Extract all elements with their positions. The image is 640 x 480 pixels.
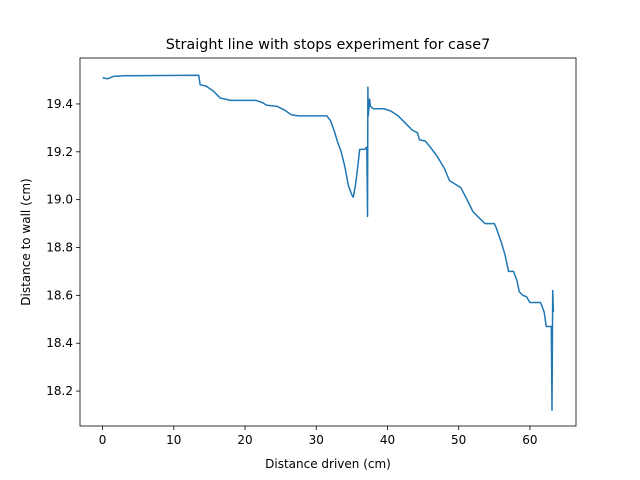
x-tick-label: 0: [99, 433, 107, 447]
x-tick-label: 10: [166, 433, 181, 447]
x-tick-label: 20: [237, 433, 252, 447]
data-line: [102, 74, 555, 411]
y-tick-label: 18.6: [46, 288, 73, 302]
x-tick-label: 40: [380, 433, 395, 447]
y-tick-label: 18.2: [46, 384, 73, 398]
y-tick-label: 18.8: [46, 241, 73, 255]
y-tick-label: 18.4: [46, 336, 73, 350]
y-axis-label: Distance to wall (cm): [19, 178, 33, 305]
x-axis-label: Distance driven (cm): [265, 457, 391, 471]
plot-frame: [79, 57, 577, 427]
y-tick-label: 19.2: [46, 145, 73, 159]
x-tick-label: 50: [451, 433, 466, 447]
chart-title: Straight line with stops experiment for …: [166, 37, 491, 53]
y-tick-label: 19.0: [46, 193, 73, 207]
x-tick-label: 30: [309, 433, 324, 447]
x-tick-label: 60: [522, 433, 537, 447]
y-tick-label: 19.4: [46, 97, 73, 111]
